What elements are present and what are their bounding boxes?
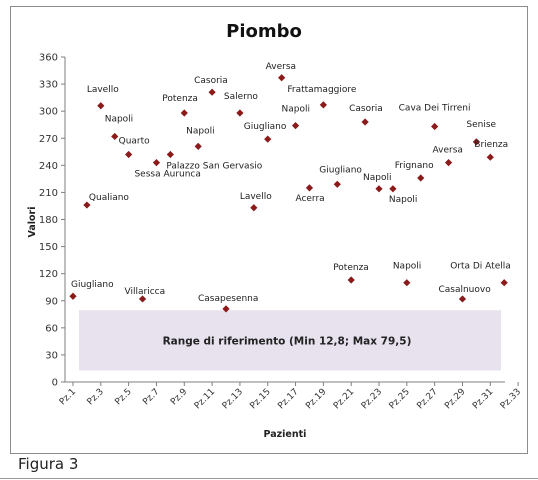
data-point-8 <box>166 150 174 159</box>
y-tick-label: 270 <box>39 134 58 145</box>
y-axis-title: Valori <box>27 207 38 238</box>
data-point-1 <box>69 292 77 300</box>
chart-frame: Piombo Range di riferimento (Min 12,8; M… <box>10 6 528 454</box>
data-point-15 <box>264 135 272 143</box>
point-label-24: Napoli <box>389 195 417 205</box>
data-point-28 <box>444 159 453 167</box>
point-label-18: Acerra <box>295 194 324 204</box>
figure-caption: Figura 3 <box>18 455 79 473</box>
data-point-25 <box>403 279 411 287</box>
point-label-20: Giugliano <box>319 165 362 175</box>
data-point-19 <box>319 101 327 109</box>
point-label-30: Senise <box>466 120 496 130</box>
y-tick-label: 150 <box>39 242 58 253</box>
data-point-23 <box>375 185 383 193</box>
y-tick-label: 180 <box>39 215 58 226</box>
point-label-19: Frattamaggiore <box>287 85 357 95</box>
data-point-12 <box>222 305 230 313</box>
data-point-20 <box>333 180 341 188</box>
reference-range-label: Range di riferimento (Min 12,8; Max 79,5… <box>163 335 412 347</box>
data-point-14 <box>250 204 258 212</box>
point-label-9: Potenza <box>162 94 198 104</box>
y-tick-label: 210 <box>39 188 58 199</box>
chart-title: Piombo <box>226 21 302 42</box>
point-label-14: Lavello <box>240 192 272 202</box>
data-point-6 <box>138 295 147 303</box>
y-tick-label: 0 <box>52 378 58 389</box>
data-point-13 <box>236 109 244 117</box>
data-point-32 <box>500 279 508 287</box>
point-label-3: Lavello <box>87 85 119 95</box>
y-tick-label: 300 <box>39 107 58 118</box>
data-point-16 <box>278 74 286 82</box>
scatter-chart: Piombo Range di riferimento (Min 12,8; M… <box>11 7 527 453</box>
data-point-21 <box>347 276 355 284</box>
point-label-1: Giugliano <box>71 280 114 290</box>
data-point-9 <box>180 109 188 117</box>
point-label-2: Qualiano <box>89 193 130 203</box>
data-point-3 <box>97 102 105 110</box>
data-point-4 <box>111 132 119 141</box>
point-label-28: Aversa <box>433 146 463 156</box>
point-label-7: Sessa Aurunca <box>134 170 200 180</box>
point-label-21: Potenza <box>333 263 369 273</box>
plot-background <box>11 7 527 453</box>
bottom-divider <box>0 478 538 479</box>
y-tick-label: 90 <box>45 296 58 307</box>
point-label-32: Orta Di Atella <box>450 262 511 272</box>
point-label-26: Frignano <box>395 161 434 171</box>
y-tick-label: 120 <box>39 269 58 280</box>
point-label-29: Casalnuovo <box>438 285 491 295</box>
data-point-5 <box>125 150 133 159</box>
point-label-23: Napoli <box>363 173 391 183</box>
data-point-10 <box>194 142 202 150</box>
point-label-12: Casapesenna <box>198 294 258 304</box>
point-label-5: Quarto <box>119 137 151 147</box>
data-point-24 <box>389 185 397 193</box>
point-label-31: Brienza <box>474 140 508 150</box>
point-label-10: Napoli <box>186 126 214 136</box>
y-tick-label: 330 <box>39 80 58 91</box>
point-label-6: Villaricca <box>125 287 166 297</box>
y-tick-label: 360 <box>39 53 58 64</box>
data-point-29 <box>458 295 467 303</box>
data-point-2 <box>83 201 91 209</box>
data-point-11 <box>208 88 216 96</box>
data-point-17 <box>291 122 300 130</box>
data-point-18 <box>305 184 314 192</box>
point-label-4: Napoli <box>105 114 133 124</box>
point-label-16: Aversa <box>266 62 296 72</box>
y-tick-label: 30 <box>45 350 58 361</box>
reference-range-band-group: Range di riferimento (Min 12,8; Max 79,5… <box>79 310 501 371</box>
point-labels-group: Giugliano Qualiano Lavello Napoli Quarto Vill… <box>71 62 511 304</box>
data-points-group <box>69 74 508 313</box>
point-label-27: Cava Dei Tirreni <box>399 104 471 114</box>
point-label-22: Casoria <box>349 104 383 114</box>
y-tick-label: 60 <box>45 323 58 334</box>
data-point-22 <box>361 118 369 126</box>
data-point-26 <box>417 174 425 182</box>
point-label-15: Giugliano <box>244 122 287 132</box>
data-point-30 <box>472 138 480 146</box>
point-label-11: Casoria <box>194 76 228 86</box>
point-label-25: Napoli <box>393 262 421 272</box>
point-label-17: Napoli <box>282 105 310 115</box>
data-point-31 <box>486 153 494 161</box>
point-label-8: Palazzo San Gervasio <box>166 162 262 172</box>
reference-range-band <box>79 310 501 371</box>
data-point-7 <box>152 159 161 167</box>
data-point-27 <box>431 122 439 131</box>
point-label-13: Salerno <box>224 92 259 102</box>
x-axis-title: Pazienti <box>264 429 307 440</box>
y-tick-label: 240 <box>39 161 58 172</box>
